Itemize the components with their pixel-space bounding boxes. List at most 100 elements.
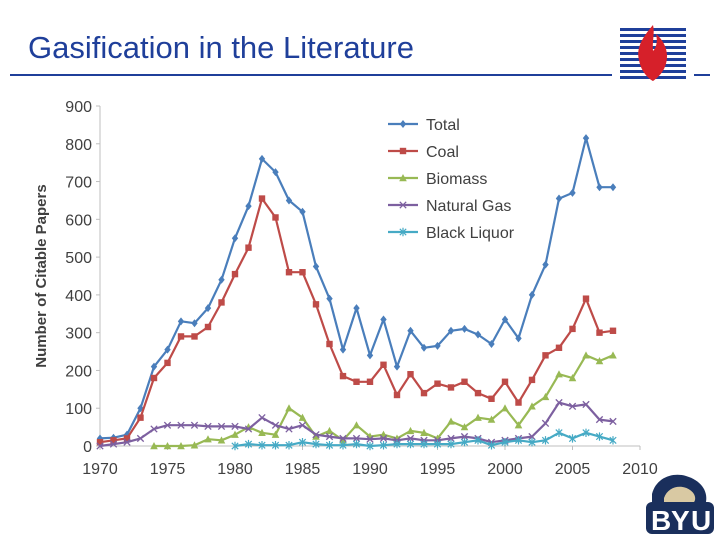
- data-point-black_liquor: [352, 439, 361, 449]
- data-point-coal: [380, 361, 387, 368]
- data-point-biomass: [150, 442, 158, 450]
- data-point-total: [272, 168, 279, 177]
- data-point-natural_gas: [460, 432, 469, 441]
- data-point-black_liquor: [568, 434, 577, 443]
- legend-item-black_liquor: Black Liquor: [388, 225, 515, 242]
- data-point-coal: [501, 378, 509, 385]
- data-point-black_liquor: [541, 436, 550, 445]
- data-point-natural_gas: [379, 434, 388, 443]
- data-point-biomass: [501, 404, 509, 412]
- data-point-total: [596, 183, 603, 192]
- flame-shape: [638, 25, 667, 81]
- byu-letter-block: [646, 502, 714, 534]
- legend-label: Total: [426, 117, 460, 134]
- data-point-total: [393, 362, 401, 371]
- data-point-black_liquor: [555, 428, 563, 437]
- data-point-total: [542, 260, 549, 269]
- slide-title: Gasification in the Literature: [28, 30, 414, 65]
- data-point-black_liquor: [406, 439, 415, 449]
- data-point-total: [528, 290, 536, 299]
- logo-stripe: [620, 46, 686, 49]
- data-point-total: [380, 315, 387, 324]
- data-point-total: [231, 234, 239, 243]
- data-point-black_liquor: [339, 441, 347, 450]
- data-point-black_liquor: [501, 438, 509, 447]
- data-point-biomass: [555, 370, 563, 378]
- y-tick-label: 900: [65, 99, 92, 116]
- data-point-natural_gas: [123, 438, 131, 446]
- data-point-biomass: [271, 430, 280, 438]
- data-point-coal: [299, 269, 306, 276]
- data-point-total: [569, 188, 576, 197]
- citations-line-chart: 0 100 200 300 400 500 600 700 800 900 1970 1975 1980…: [30, 92, 680, 492]
- data-point-black_liquor: [447, 439, 455, 449]
- data-point-total: [501, 315, 509, 324]
- data-point-total: [258, 154, 266, 163]
- data-point-black_liquor: [609, 436, 617, 445]
- cougar-face-shape: [664, 486, 696, 502]
- data-point-coal: [204, 323, 212, 331]
- data-point-black_liquor: [258, 441, 266, 450]
- data-point-coal: [191, 333, 198, 340]
- series-coal: [96, 195, 617, 446]
- data-point-total: [326, 294, 333, 303]
- data-point-black_liquor: [271, 441, 280, 450]
- data-point-total: [245, 202, 252, 211]
- data-point-coal: [393, 391, 401, 399]
- data-point-biomass: [177, 442, 185, 450]
- y-tick-label: 100: [65, 401, 92, 418]
- y-tick-label: 700: [65, 175, 92, 192]
- legend-marker: [399, 147, 407, 155]
- series-line-total: [99, 137, 613, 440]
- byu-cougar-logo-icon: B Y U: [642, 468, 718, 538]
- data-point-total: [285, 196, 293, 205]
- data-point-black_liquor: [433, 439, 442, 449]
- data-point-coal: [461, 378, 468, 385]
- x-tick-label: 1980: [217, 461, 253, 478]
- data-point-natural_gas: [150, 425, 158, 433]
- data-point-natural_gas: [285, 425, 293, 433]
- y-tick-label: 500: [65, 250, 92, 267]
- data-point-biomass: [204, 435, 212, 443]
- legend-marker: [399, 227, 407, 237]
- data-point-natural_gas: [109, 440, 118, 448]
- data-point-total: [339, 345, 347, 354]
- data-point-coal: [474, 389, 482, 397]
- data-point-coal: [272, 214, 279, 221]
- legend-item-biomass: Biomass: [388, 171, 487, 188]
- flame-logo-icon: [612, 22, 694, 84]
- data-point-black_liquor: [312, 439, 320, 449]
- data-point-coal: [353, 378, 360, 385]
- data-point-natural_gas: [339, 434, 347, 443]
- data-point-natural_gas: [555, 398, 563, 407]
- data-point-biomass: [568, 374, 577, 382]
- data-point-total: [312, 262, 320, 271]
- data-point-biomass: [528, 402, 536, 410]
- chart-axes: 0 100 200 300 400 500 600 700 800 900 1970 1975 1980…: [33, 99, 658, 478]
- data-point-natural_gas: [325, 432, 334, 441]
- data-point-black_liquor: [487, 441, 496, 450]
- data-point-total: [366, 351, 374, 360]
- data-point-coal: [326, 340, 333, 348]
- data-point-coal: [407, 371, 414, 378]
- y-tick-label: 300: [65, 326, 92, 343]
- legend-marker: [399, 174, 407, 182]
- data-point-natural_gas: [244, 425, 253, 433]
- y-tick-label: 800: [65, 137, 92, 154]
- data-point-biomass: [487, 415, 496, 423]
- series-line-coal: [99, 197, 614, 444]
- data-point-black_liquor: [285, 441, 293, 450]
- data-point-black_liquor: [231, 441, 239, 451]
- data-point-natural_gas: [204, 422, 212, 431]
- data-point-natural_gas: [217, 422, 226, 431]
- data-point-biomass: [460, 423, 469, 431]
- data-point-coal: [542, 352, 549, 359]
- data-point-natural_gas: [352, 434, 361, 443]
- data-point-biomass: [514, 421, 523, 429]
- data-point-coal: [528, 376, 536, 384]
- byu-letter-b: B: [651, 505, 671, 536]
- data-point-natural_gas: [406, 434, 415, 443]
- data-point-coal: [123, 435, 131, 442]
- data-point-coal: [245, 244, 252, 251]
- data-point-total: [407, 326, 414, 335]
